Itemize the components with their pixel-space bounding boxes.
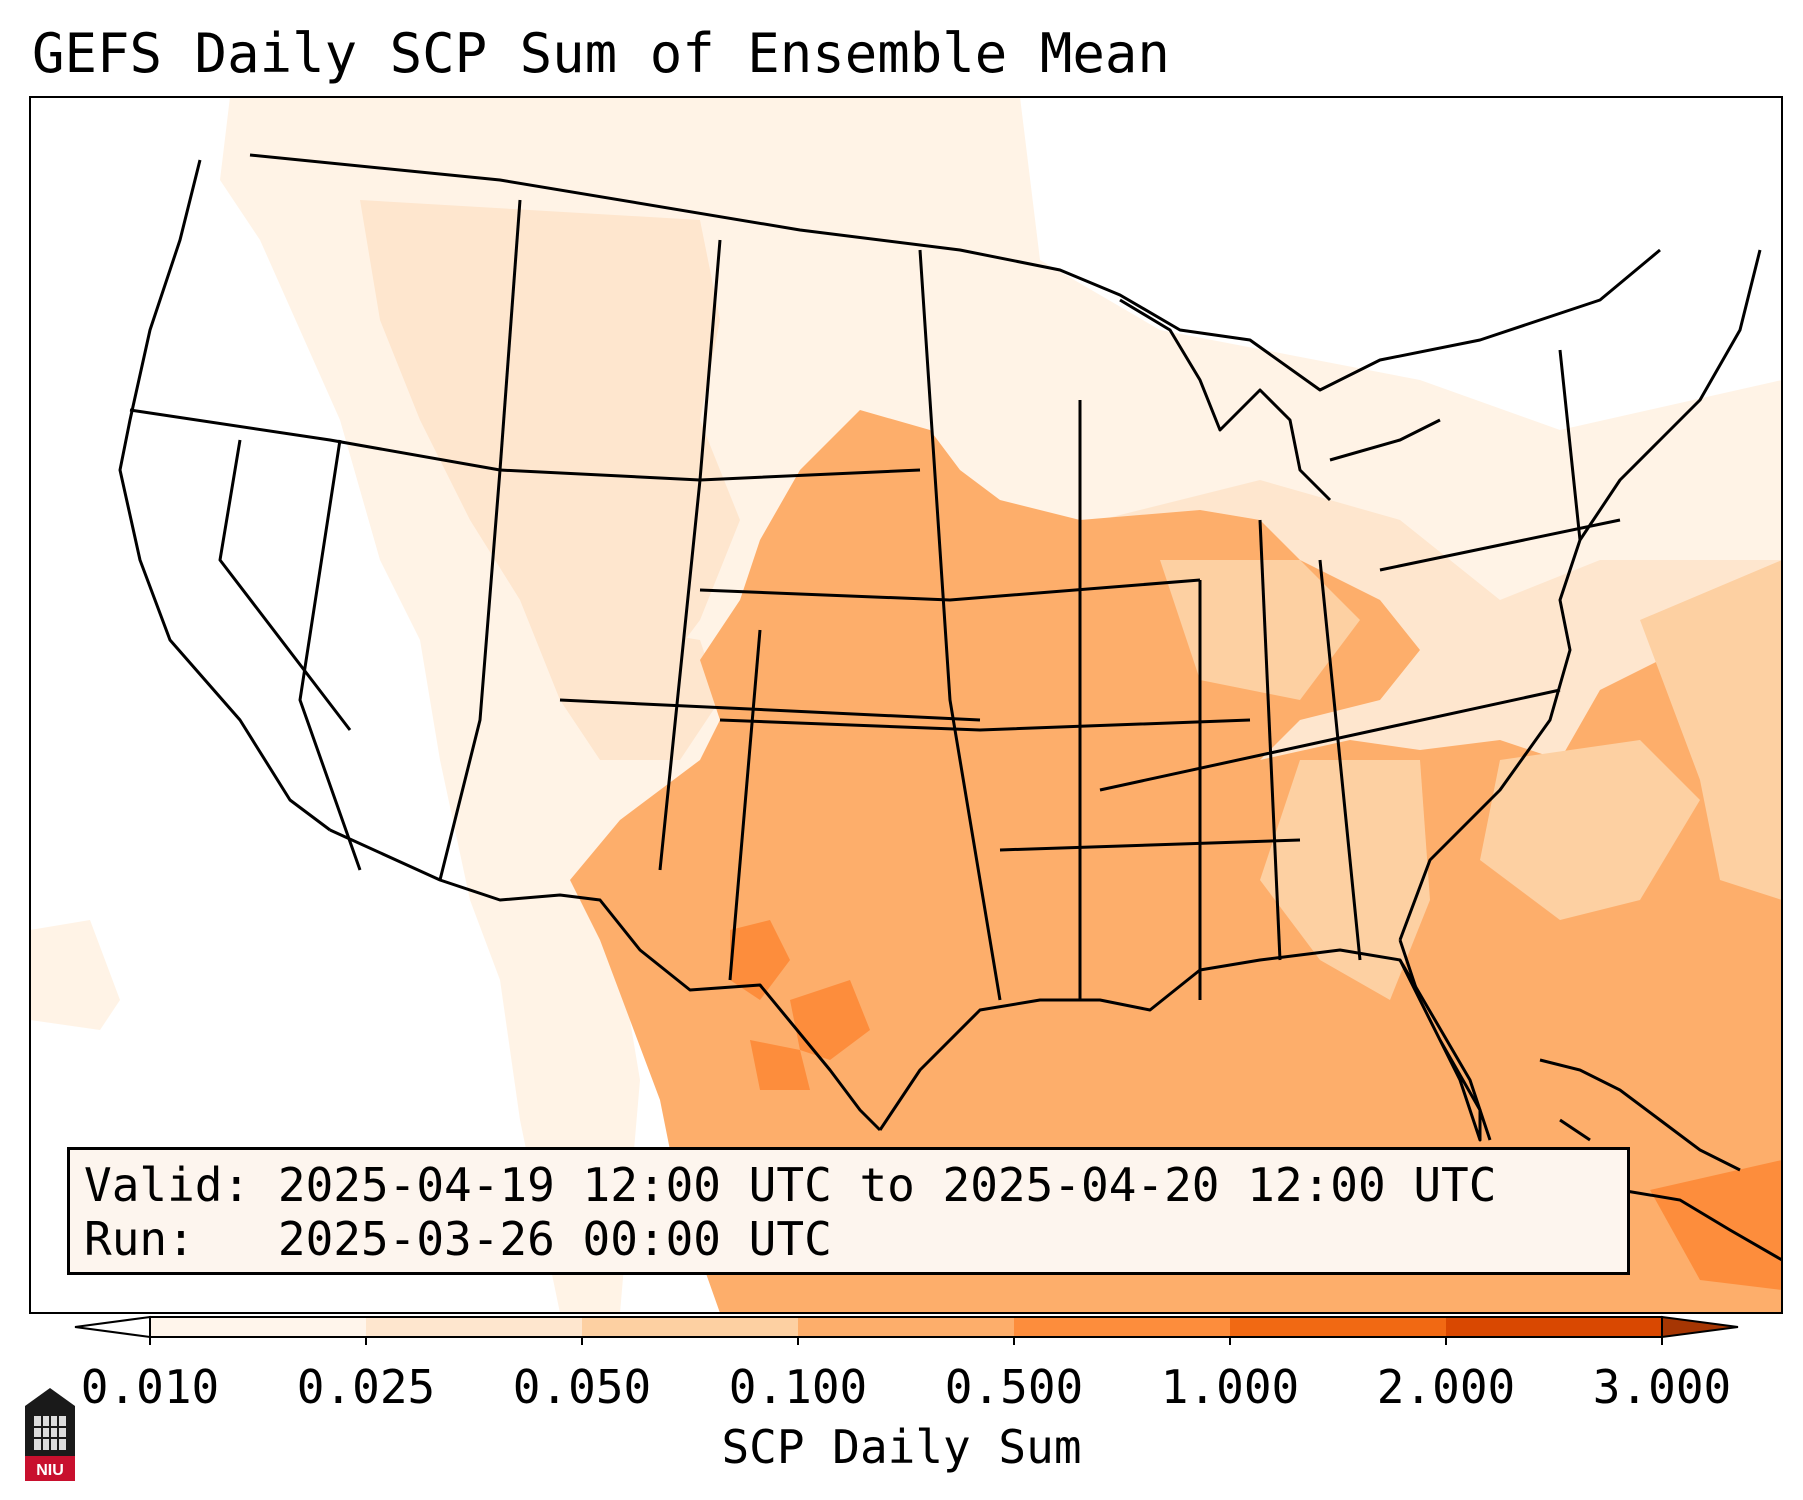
run-line: Run: 2025-03-26 00:00 UTC bbox=[84, 1212, 832, 1266]
valid-range: 2025-04-19 12:00 UTC to 2025-04-20 12:00… bbox=[277, 1158, 1497, 1212]
scp-field-moderate-light bbox=[1160, 560, 1782, 1000]
colorbar bbox=[74, 1315, 1739, 1345]
colorbar-segment-1 bbox=[150, 1317, 366, 1337]
scp-field-moderate bbox=[570, 410, 1782, 1313]
colorbar-tick-label: 0.050 bbox=[512, 1360, 652, 1414]
colorbar-title: SCP Daily Sum bbox=[721, 1420, 1082, 1474]
colorbar-extend-max bbox=[1661, 1315, 1739, 1339]
niu-logo: NIU bbox=[25, 1388, 75, 1481]
colorbar-segment-7 bbox=[1446, 1317, 1662, 1337]
colorbar-tick-label: 0.010 bbox=[80, 1360, 220, 1414]
colorbar-segment-3 bbox=[582, 1317, 798, 1337]
coastline-and-borders bbox=[118, 153, 1762, 1142]
niu-logo-text: NIU bbox=[36, 1462, 64, 1479]
valid-line: Valid: 2025-04-19 12:00 UTC to 2025-04-2… bbox=[84, 1158, 1496, 1212]
colorbar-tick-label: 0.100 bbox=[728, 1360, 868, 1414]
info-box: Valid: 2025-04-19 12:00 UTC to 2025-04-2… bbox=[67, 1147, 1630, 1275]
run-time: 2025-03-26 00:00 UTC bbox=[277, 1212, 832, 1266]
valid-prefix: Valid: bbox=[84, 1158, 251, 1212]
map-frame bbox=[29, 96, 1783, 1314]
colorbar-segment-4 bbox=[798, 1317, 1014, 1337]
scp-field-high bbox=[730, 920, 1782, 1290]
colorbar-tick-label: 1.000 bbox=[1160, 1360, 1300, 1414]
caribbean-islands bbox=[1539, 1058, 1782, 1262]
colorbar-segment-5 bbox=[1014, 1317, 1230, 1337]
colorbar-segment-6 bbox=[1230, 1317, 1446, 1337]
map-title: GEFS Daily SCP Sum of Ensemble Mean bbox=[32, 22, 1170, 85]
colorbar-extend-min bbox=[74, 1315, 151, 1339]
colorbar-tick-label: 0.025 bbox=[296, 1360, 436, 1414]
colorbar-tick-label: 0.500 bbox=[944, 1360, 1084, 1414]
run-prefix: Run: bbox=[84, 1212, 195, 1266]
colorbar-tick-label: 3.000 bbox=[1592, 1360, 1732, 1414]
colorbar-tick-label: 2.000 bbox=[1376, 1360, 1516, 1414]
colorbar-segment-2 bbox=[366, 1317, 582, 1337]
